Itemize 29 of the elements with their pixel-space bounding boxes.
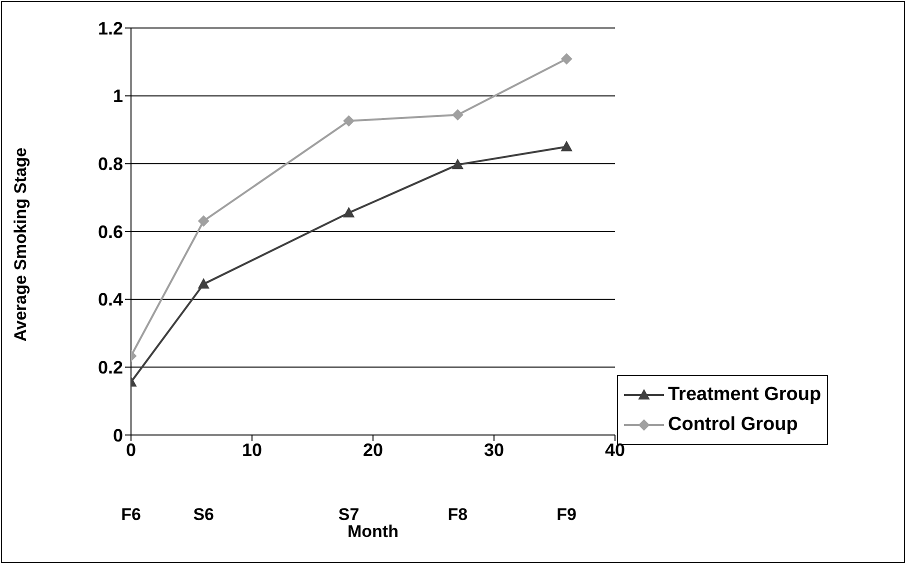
point bbox=[343, 207, 354, 218]
text: F9 bbox=[556, 505, 577, 524]
y-tick-label: 0 bbox=[112, 425, 123, 446]
x-tick-label: 30 bbox=[484, 440, 504, 460]
legend-label: Treatment Group bbox=[668, 384, 822, 406]
x-tick-label: 0 bbox=[126, 440, 136, 460]
x-tick-label: 40 bbox=[604, 440, 626, 460]
x-tick-label: 10 bbox=[242, 440, 262, 460]
legend-label: Control Group bbox=[668, 414, 798, 436]
y-tick-label: 0.6 bbox=[98, 222, 123, 242]
text: F8 bbox=[448, 505, 468, 524]
text: S7 bbox=[338, 505, 360, 524]
y-tick-label: 0.8 bbox=[98, 154, 123, 174]
point bbox=[198, 278, 210, 289]
point bbox=[561, 53, 572, 64]
point bbox=[198, 215, 210, 226]
y-tick-label: 1 bbox=[112, 86, 123, 106]
text: F6 bbox=[121, 505, 141, 524]
x-tick-label: 20 bbox=[362, 440, 384, 460]
y-tick-label: 0.2 bbox=[98, 358, 123, 378]
y-tick-label: 1.2 bbox=[98, 18, 123, 38]
point bbox=[343, 115, 354, 126]
text: S6 bbox=[193, 505, 214, 524]
x-axis-title: Month bbox=[348, 522, 398, 541]
y-axis-title: Average Smoking Stage bbox=[11, 148, 30, 342]
y-tick-label: 0.4 bbox=[98, 290, 123, 310]
point bbox=[561, 141, 572, 152]
point bbox=[452, 159, 464, 170]
point bbox=[452, 109, 464, 120]
